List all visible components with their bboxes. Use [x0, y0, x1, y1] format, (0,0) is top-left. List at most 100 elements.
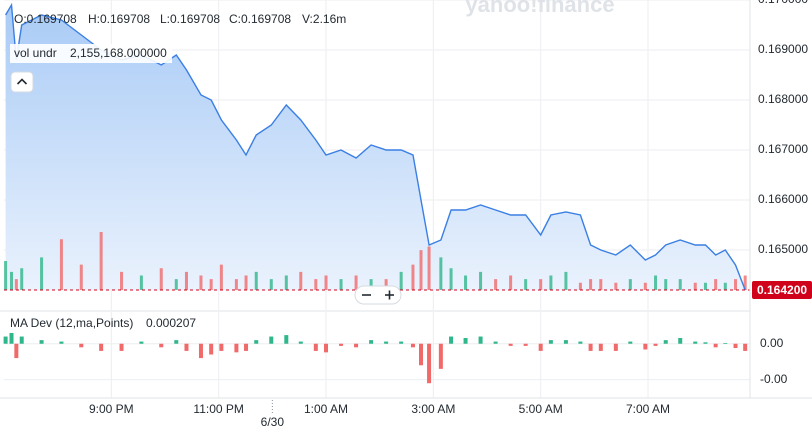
ma-dev-bar: [219, 343, 224, 351]
volume-bar: [209, 279, 213, 290]
ma-dev-bar: [174, 340, 179, 344]
y-tick-label: 0.170000: [758, 0, 808, 6]
volume-bar: [479, 271, 483, 290]
ma-dev-bar: [159, 343, 164, 348]
legend-label: vol undr: [14, 46, 57, 60]
collapse-button[interactable]: [10, 71, 34, 93]
y-tick-label: -0.00: [760, 372, 788, 386]
ma-dev-bar: [538, 343, 543, 351]
volume-bar: [254, 271, 258, 290]
volume-bar: [509, 275, 513, 290]
volume-bar: [743, 275, 747, 290]
ma-dev-bar: [119, 343, 124, 351]
ma-dev-bar: [254, 340, 259, 344]
ma-dev-bar: [139, 341, 144, 344]
x-tick-label: 11:00 PM: [193, 402, 243, 416]
ma-dev-bar: [410, 343, 415, 348]
volume-bar: [464, 275, 468, 290]
ma-dev-bar: [269, 336, 274, 344]
ma-dev-bar: [313, 343, 318, 351]
legend-box: [10, 44, 172, 63]
ma-dev-bar: [703, 342, 708, 344]
volume-bar: [10, 271, 14, 290]
ma-dev-bar: [234, 343, 239, 353]
ma-dev-bar: [678, 337, 683, 344]
y-tick-label: 0.167000: [758, 142, 808, 156]
x-tick-label: 1:00 AM: [304, 402, 348, 416]
volume-bar: [384, 279, 388, 290]
ma-dev-bar: [354, 343, 359, 348]
ma-dev-bar: [9, 332, 14, 344]
volume-bar: [40, 257, 44, 290]
volume-bar: [174, 279, 178, 290]
ma-dev-bar: [628, 341, 633, 344]
volume-bar: [314, 279, 318, 290]
volume-bar: [439, 257, 443, 290]
ma-dev-bar: [693, 341, 698, 344]
y-tick-label: 0.168000: [758, 92, 808, 106]
x-tick-label: 7:00 AM: [626, 402, 670, 416]
volume-bar: [419, 250, 423, 290]
volume-bar: [614, 282, 618, 290]
pane-title: MA Dev (12,ma,Points): [10, 316, 133, 330]
volume-bar: [284, 275, 288, 290]
volume-bar: [539, 279, 543, 290]
ma-dev-bar: [653, 343, 658, 346]
ma-dev-bar: [613, 343, 618, 351]
volume-bar: [714, 279, 718, 290]
x-tick-label: 5:00 AM: [519, 402, 563, 416]
volume-bar: [564, 271, 568, 290]
ma-dev-bar: [339, 343, 344, 346]
volume-bar: [269, 279, 273, 290]
ma-dev-bar: [743, 343, 748, 351]
ma-dev-bar: [427, 343, 432, 384]
volume-bar: [159, 268, 163, 290]
ma-dev-bar: [713, 343, 718, 348]
volume-bar: [369, 279, 373, 290]
volume-bar: [4, 261, 8, 290]
ma-dev-bar: [39, 340, 44, 344]
volume-bar: [589, 279, 593, 290]
ohlc-item: V:2.16m: [302, 12, 346, 26]
volume-bar: [693, 282, 697, 290]
ma-dev-bar: [449, 336, 454, 344]
ma-dev-bar: [284, 335, 289, 344]
y-tick-label: 0.166000: [758, 192, 808, 206]
plot: [3, 2, 750, 384]
volume-bar: [599, 279, 603, 290]
ma-dev-bar: [643, 343, 648, 350]
legend-value: 2,155,168.000000: [70, 46, 167, 60]
ma-dev-bar: [384, 341, 389, 344]
last-price-label: 0.164200: [757, 283, 807, 297]
volume-bar: [79, 264, 83, 290]
ma-dev-bar: [478, 336, 483, 344]
ohlc-item: H:0.169708: [88, 12, 150, 26]
volume-bar: [244, 275, 248, 290]
volume-bar: [339, 279, 343, 290]
area-fill: [5, 5, 746, 290]
ohlc-item: C:0.169708: [229, 12, 291, 26]
ma-dev-bar: [548, 340, 553, 344]
ma-dev-bar: [399, 341, 404, 344]
y-tick-label: 0.165000: [758, 242, 808, 256]
volume-bar: [524, 279, 528, 290]
ma-dev-bar: [198, 343, 203, 359]
volume-bar: [549, 275, 553, 290]
volume-bar: [324, 275, 328, 290]
volume-bar: [184, 271, 188, 290]
ma-dev-bar: [723, 343, 728, 344]
volume-bar: [734, 279, 738, 290]
volume-bar: [678, 279, 682, 290]
ma-dev-bar: [184, 343, 189, 351]
volume-bar: [723, 282, 727, 290]
volume-bar: [354, 275, 358, 290]
volume-bar: [664, 279, 668, 290]
last-price-box: [752, 281, 812, 299]
zoom-control[interactable]: [354, 285, 402, 305]
volume-bar: [299, 271, 303, 290]
volume-bar: [120, 271, 124, 290]
y-tick-label: 0.169000: [758, 42, 808, 56]
ma-dev-bar: [578, 341, 583, 344]
watermark: yahoo!finance: [465, 0, 614, 17]
ma-dev-bar: [324, 343, 329, 353]
